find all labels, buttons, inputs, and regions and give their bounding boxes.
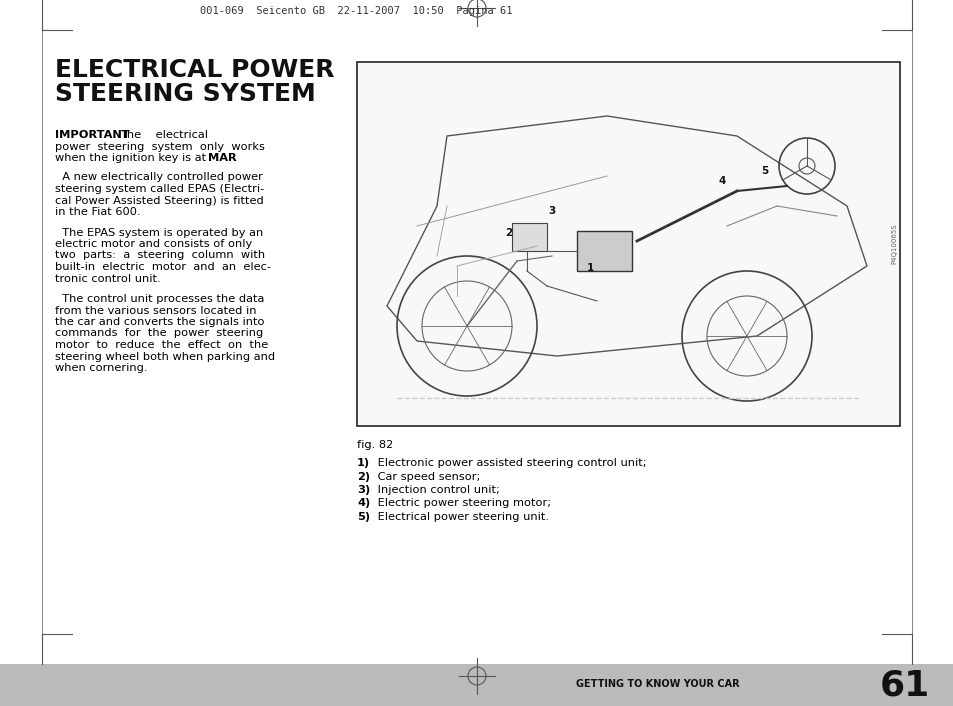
Text: cal Power Assisted Steering) is fitted: cal Power Assisted Steering) is fitted — [55, 196, 263, 205]
Text: 2: 2 — [505, 228, 512, 238]
Text: 5: 5 — [760, 166, 768, 176]
Text: A new electrically controlled power: A new electrically controlled power — [55, 172, 263, 182]
Text: .: . — [233, 153, 236, 163]
Text: P4Q10065S: P4Q10065S — [890, 224, 896, 264]
Text: Electric power steering motor;: Electric power steering motor; — [374, 498, 551, 508]
Text: 61: 61 — [879, 668, 929, 702]
Text: in the Fiat 600.: in the Fiat 600. — [55, 207, 140, 217]
Text: steering system called EPAS (Electri-: steering system called EPAS (Electri- — [55, 184, 264, 194]
Text: 3): 3) — [356, 485, 370, 495]
Text: 2): 2) — [356, 472, 370, 481]
Text: MAR: MAR — [208, 153, 236, 163]
Text: IMPORTANT: IMPORTANT — [55, 130, 130, 140]
Bar — [512, 223, 546, 251]
Text: GETTING TO KNOW YOUR CAR: GETTING TO KNOW YOUR CAR — [576, 679, 740, 689]
Text: motor  to  reduce  the  effect  on  the: motor to reduce the effect on the — [55, 340, 268, 350]
Text: steering wheel both when parking and: steering wheel both when parking and — [55, 352, 274, 361]
Bar — [0, 664, 953, 706]
Text: fig. 82: fig. 82 — [356, 440, 393, 450]
Text: 001-069  Seicento GB  22-11-2007  10:50  Pagina 61: 001-069 Seicento GB 22-11-2007 10:50 Pag… — [200, 6, 512, 16]
Text: when the ignition key is at: when the ignition key is at — [55, 153, 210, 163]
Text: 1): 1) — [356, 458, 370, 468]
Text: commands  for  the  power  steering: commands for the power steering — [55, 328, 263, 338]
Text: 4: 4 — [718, 176, 725, 186]
Text: The EPAS system is operated by an: The EPAS system is operated by an — [55, 227, 263, 237]
Text: The control unit processes the data: The control unit processes the data — [55, 294, 264, 304]
Text: tronic control unit.: tronic control unit. — [55, 273, 160, 284]
Text: power  steering  system  only  works: power steering system only works — [55, 141, 265, 152]
Text: 4): 4) — [356, 498, 370, 508]
Text: when cornering.: when cornering. — [55, 363, 148, 373]
Text: electric motor and consists of only: electric motor and consists of only — [55, 239, 252, 249]
Text: STEERING SYSTEM: STEERING SYSTEM — [55, 82, 315, 106]
Text: Car speed sensor;: Car speed sensor; — [374, 472, 480, 481]
Text: Electrical power steering unit.: Electrical power steering unit. — [374, 512, 548, 522]
Text: 1: 1 — [586, 263, 593, 273]
Text: The    electrical: The electrical — [120, 130, 208, 140]
Text: the car and converts the signals into: the car and converts the signals into — [55, 317, 264, 327]
Text: Electronic power assisted steering control unit;: Electronic power assisted steering contr… — [374, 458, 646, 468]
Text: 3: 3 — [548, 206, 555, 216]
Text: from the various sensors located in: from the various sensors located in — [55, 306, 256, 316]
Text: ELECTRICAL POWER: ELECTRICAL POWER — [55, 58, 335, 82]
Bar — [356, 62, 899, 426]
Text: built-in  electric  motor  and  an  elec-: built-in electric motor and an elec- — [55, 262, 271, 272]
Text: Injection control unit;: Injection control unit; — [374, 485, 499, 495]
Text: two  parts:  a  steering  column  with: two parts: a steering column with — [55, 251, 265, 261]
Bar — [577, 231, 631, 271]
Text: 5): 5) — [356, 512, 370, 522]
